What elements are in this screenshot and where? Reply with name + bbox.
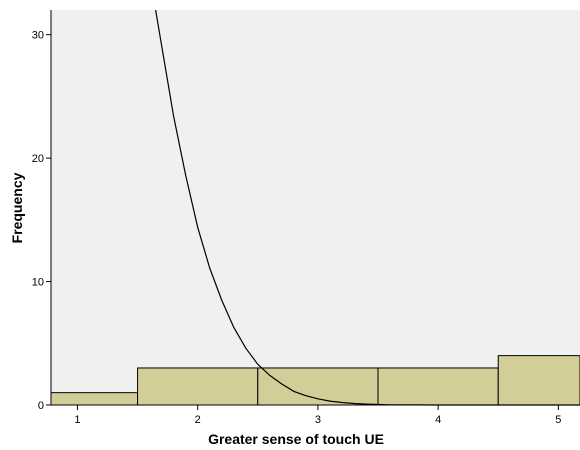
plot-area xyxy=(51,10,580,405)
histogram-bar-2 xyxy=(137,367,259,406)
y-tick-label: 10 xyxy=(32,277,44,289)
y-axis-title: Frequency xyxy=(9,172,25,243)
x-tick-label: 2 xyxy=(195,414,201,426)
y-tick-label: 0 xyxy=(38,400,44,412)
histogram-bar-4 xyxy=(377,367,499,406)
y-tick-label: 20 xyxy=(32,153,44,165)
y-axis-ticks: 0 10 20 30 xyxy=(32,30,51,412)
histogram-bar-1 xyxy=(50,392,139,406)
x-tick-label: 3 xyxy=(315,414,321,426)
x-tick-label: 1 xyxy=(74,414,80,426)
x-tick-label: 5 xyxy=(555,414,561,426)
x-tick-label: 4 xyxy=(435,414,441,426)
histogram-bar-3 xyxy=(257,367,379,406)
histogram-bars xyxy=(50,355,580,406)
y-tick-label: 30 xyxy=(32,30,44,42)
x-axis-ticks: 1 2 3 4 5 xyxy=(74,405,561,426)
histogram-bar-5 xyxy=(497,355,580,406)
x-axis-title: Greater sense of touch UE xyxy=(208,431,384,447)
